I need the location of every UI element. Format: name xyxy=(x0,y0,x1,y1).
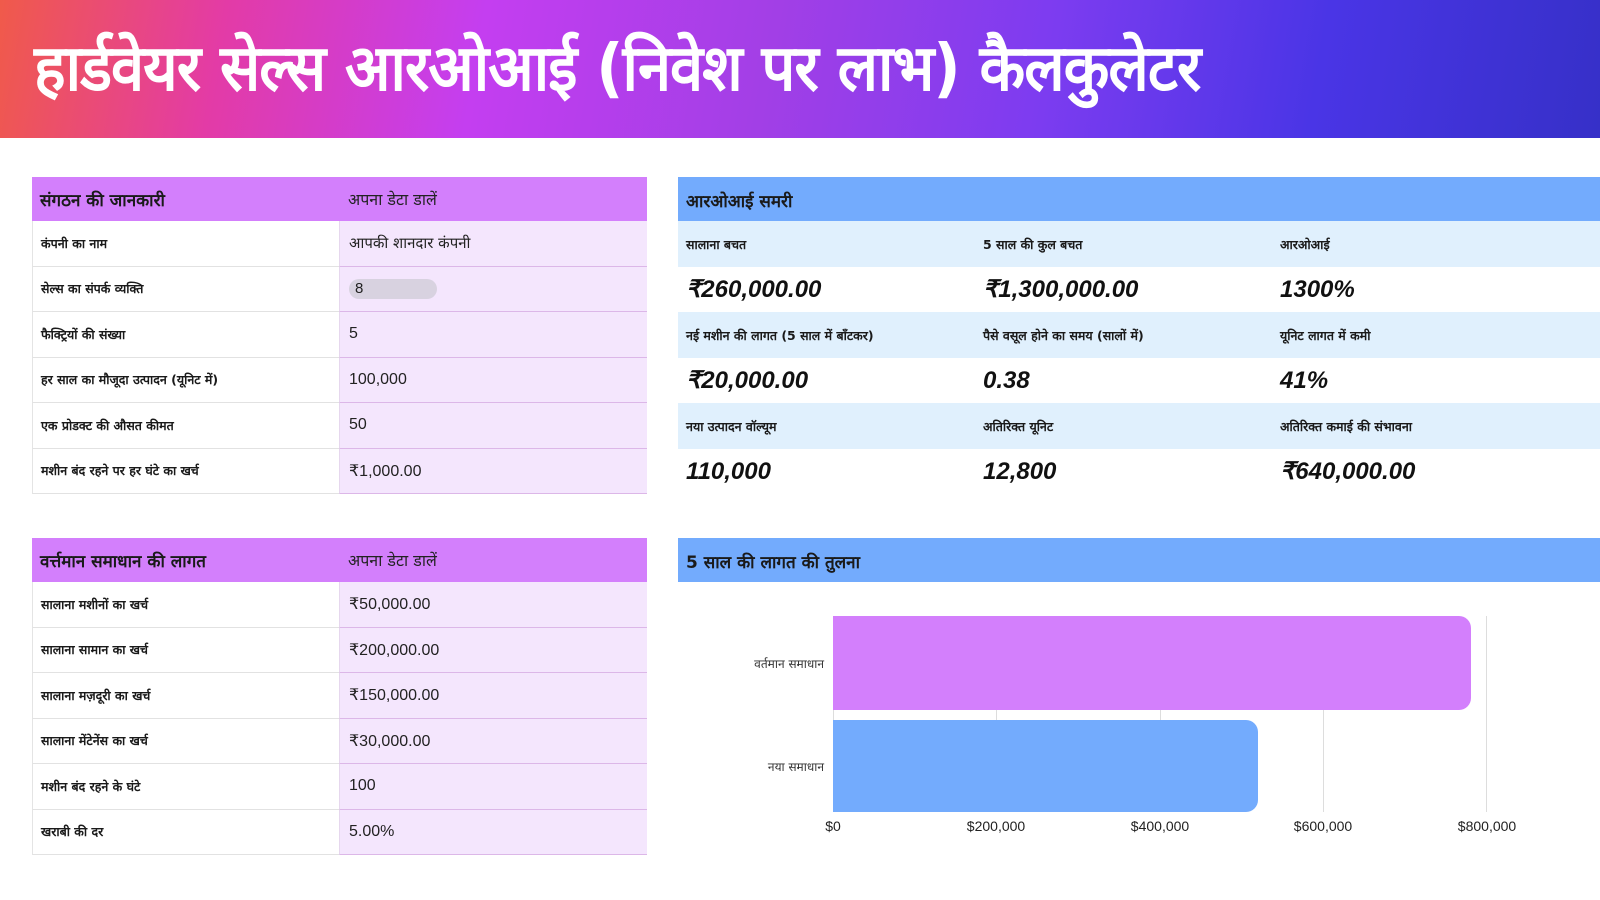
current-cost-table: वर्त्तमान समाधान की लागत अपना डेटा डालें… xyxy=(32,538,647,855)
org-info-input-header: अपना डेटा डालें xyxy=(348,190,437,209)
gridline xyxy=(833,616,834,812)
defect-rate-input[interactable]: 5.00% xyxy=(339,809,647,855)
summary-label-row: नई मशीन की लागत (5 साल में बाँटकर) पैसे … xyxy=(678,312,1600,358)
summary-label-row: सालाना बचत 5 साल की कुल बचत आरओआई xyxy=(678,221,1600,267)
y-label-new: नया समाधान xyxy=(767,760,824,774)
x-tick: $200,000 xyxy=(966,818,1026,834)
new-production-volume-label: नया उत्पादन वॉल्यूम xyxy=(686,418,777,434)
company-name-input[interactable]: आपकी शानदार कंपनी xyxy=(339,221,647,267)
annual-savings-value: ₹260,000.00 xyxy=(686,276,822,303)
material-cost-input[interactable]: ₹200,000.00 xyxy=(339,627,647,673)
five-year-savings-label: 5 साल की कुल बचत xyxy=(983,236,1083,252)
additional-units-label: अतिरिक्त यूनिट xyxy=(983,418,1054,434)
row-label: मशीन बंद रहने पर हर घंटे का खर्च xyxy=(32,448,339,494)
row-label: फैक्ट्रियों की संख्या xyxy=(32,312,339,358)
additional-revenue-value: ₹640,000.00 xyxy=(1280,458,1416,485)
sales-contact-chip[interactable]: 8 xyxy=(349,278,437,299)
row-label: सेल्स का संपर्क व्यक्ति xyxy=(32,266,339,312)
x-tick: $400,000 xyxy=(1130,818,1190,834)
title-banner: हार्डवेयर सेल्स आरओआई (निवेश पर लाभ) कैल… xyxy=(0,0,1600,138)
table-row: मशीन बंद रहने पर हर घंटे का खर्च ₹1,000.… xyxy=(32,448,647,494)
chart-plot-area xyxy=(833,616,1487,812)
summary-value-row: ₹20,000.00 0.38 41% xyxy=(678,358,1600,403)
payback-period-value: 0.38 xyxy=(983,366,1030,394)
five-year-savings-value: ₹1,300,000.00 xyxy=(983,276,1139,303)
maintenance-cost-input[interactable]: ₹30,000.00 xyxy=(339,718,647,764)
gridline xyxy=(996,616,997,812)
bar-new-solution[interactable] xyxy=(833,720,1258,812)
row-label: मशीन बंद रहने के घंटे xyxy=(32,764,339,810)
x-tick: $0 xyxy=(825,818,841,834)
x-tick: $600,000 xyxy=(1293,818,1353,834)
sales-contact-input[interactable]: 8 xyxy=(339,266,647,312)
table-row: सालाना सामान का खर्च ₹200,000.00 xyxy=(32,627,647,673)
new-production-volume-value: 110,000 xyxy=(686,457,771,485)
org-info-table: संगठन की जानकारी अपना डेटा डालें कंपनी क… xyxy=(32,177,647,494)
gridline xyxy=(1323,616,1324,812)
machine-cost-input[interactable]: ₹50,000.00 xyxy=(339,582,647,628)
current-cost-title: वर्त्तमान समाधान की लागत xyxy=(40,551,206,572)
chart-title: 5 साल की लागत की तुलना xyxy=(678,538,1600,582)
new-machine-cost-value: ₹20,000.00 xyxy=(686,367,809,394)
payback-period-label: पैसे वसूल होने का समय (सालों में) xyxy=(983,327,1144,343)
summary-value-row: 110,000 12,800 ₹640,000.00 xyxy=(678,449,1600,494)
roi-label: आरओआई xyxy=(1280,236,1330,252)
current-cost-input-header: अपना डेटा डालें xyxy=(348,551,437,570)
page-title: हार्डवेयर सेल्स आरओआई (निवेश पर लाभ) कैल… xyxy=(34,32,1201,106)
row-label: सालाना सामान का खर्च xyxy=(32,627,339,673)
downtime-cost-input[interactable]: ₹1,000.00 xyxy=(339,448,647,494)
row-label: एक प्रोडक्ट की औसत कीमत xyxy=(32,403,339,449)
roi-summary: आरओआई समरी सालाना बचत 5 साल की कुल बचत आ… xyxy=(678,177,1600,494)
summary-label-row: नया उत्पादन वॉल्यूम अतिरिक्त यूनिट अतिरि… xyxy=(678,403,1600,449)
table-row: सेल्स का संपर्क व्यक्ति 8 xyxy=(32,266,647,312)
table-row: सालाना मशीनों का खर्च ₹50,000.00 xyxy=(32,582,647,628)
factory-count-input[interactable]: 5 xyxy=(339,312,647,358)
additional-revenue-label: अतिरिक्त कमाई की संभावना xyxy=(1280,418,1413,434)
table-row: हर साल का मौजूदा उत्पादन (यूनिट में) 100… xyxy=(32,357,647,403)
row-label: सालाना मशीनों का खर्च xyxy=(32,582,339,628)
unit-cost-reduction-label: यूनिट लागत में कमी xyxy=(1280,327,1371,343)
row-label: खराबी की दर xyxy=(32,809,339,855)
additional-units-value: 12,800 xyxy=(983,457,1057,485)
avg-product-price-input[interactable]: 50 xyxy=(339,403,647,449)
current-cost-header: वर्त्तमान समाधान की लागत अपना डेटा डालें xyxy=(32,538,647,582)
gridline xyxy=(1160,616,1161,812)
downtime-hours-input[interactable]: 100 xyxy=(339,764,647,810)
table-row: सालाना मेंटेनेंस का खर्च ₹30,000.00 xyxy=(32,718,647,764)
table-row: एक प्रोडक्ट की औसत कीमत 50 xyxy=(32,403,647,449)
y-label-current: वर्तमान समाधान xyxy=(754,657,824,671)
summary-value-row: ₹260,000.00 ₹1,300,000.00 1300% xyxy=(678,267,1600,312)
table-row: सालाना मज़दूरी का खर्च ₹150,000.00 xyxy=(32,673,647,719)
table-row: मशीन बंद रहने के घंटे 100 xyxy=(32,764,647,810)
x-tick: $800,000 xyxy=(1457,818,1517,834)
new-machine-cost-label: नई मशीन की लागत (5 साल में बाँटकर) xyxy=(686,327,874,343)
row-label: सालाना मेंटेनेंस का खर्च xyxy=(32,718,339,764)
row-label: सालाना मज़दूरी का खर्च xyxy=(32,673,339,719)
cost-comparison-chart: 5 साल की लागत की तुलना वर्तमान समाधान नय… xyxy=(678,538,1600,858)
org-info-header: संगठन की जानकारी अपना डेटा डालें xyxy=(32,177,647,221)
annual-savings-label: सालाना बचत xyxy=(686,236,747,252)
labor-cost-input[interactable]: ₹150,000.00 xyxy=(339,673,647,719)
table-row: कंपनी का नाम आपकी शानदार कंपनी xyxy=(32,221,647,267)
bar-current-solution[interactable] xyxy=(833,616,1471,710)
annual-production-input[interactable]: 100,000 xyxy=(339,357,647,403)
row-label: हर साल का मौजूदा उत्पादन (यूनिट में) xyxy=(32,357,339,403)
unit-cost-reduction-value: 41% xyxy=(1280,366,1329,394)
roi-summary-title: आरओआई समरी xyxy=(678,177,1600,221)
org-info-title: संगठन की जानकारी xyxy=(40,190,165,211)
roi-value: 1300% xyxy=(1280,275,1355,303)
gridline xyxy=(1486,616,1487,812)
table-row: फैक्ट्रियों की संख्या 5 xyxy=(32,312,647,358)
table-row: खराबी की दर 5.00% xyxy=(32,809,647,855)
row-label: कंपनी का नाम xyxy=(32,221,339,267)
